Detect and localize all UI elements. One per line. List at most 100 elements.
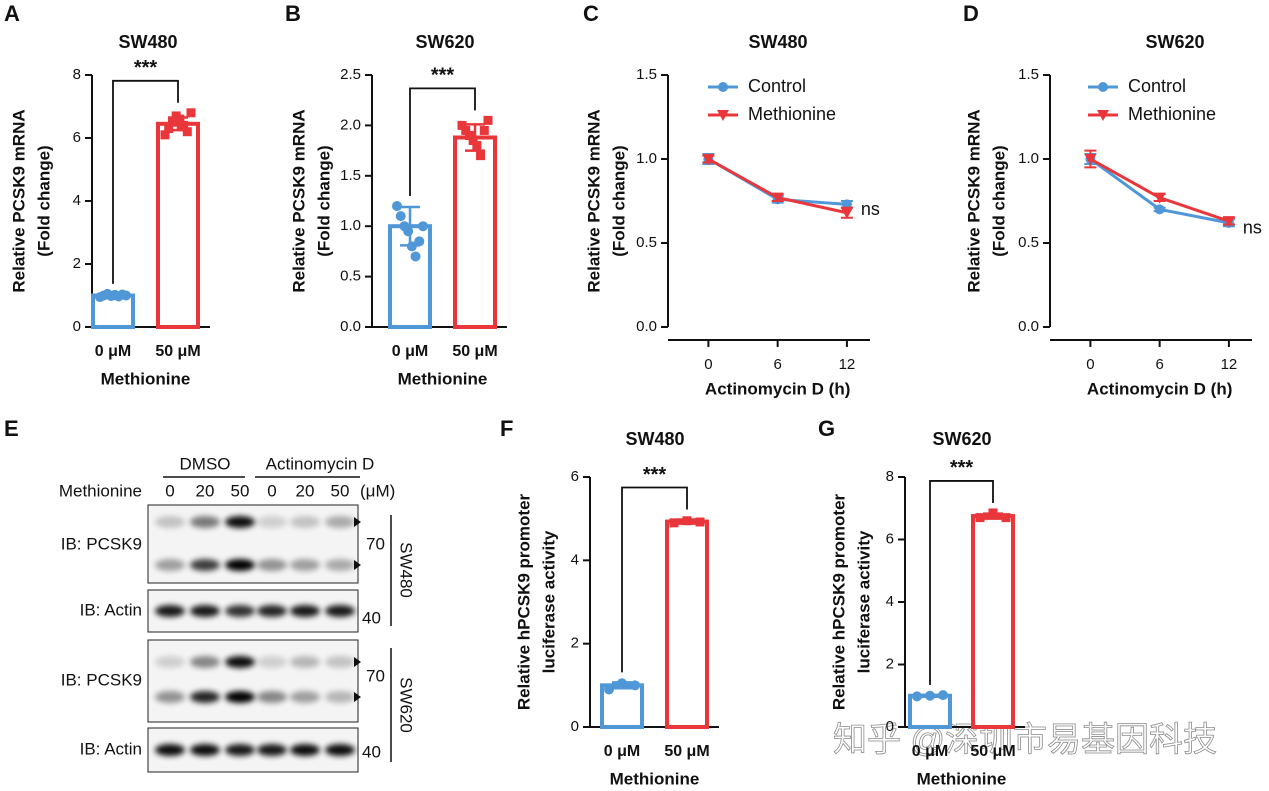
panel-letter: G xyxy=(818,416,835,441)
data-point xyxy=(403,226,414,237)
error-bar xyxy=(465,123,485,152)
band xyxy=(155,516,185,528)
data-point xyxy=(630,680,640,691)
legend-label: Methionine xyxy=(748,104,836,124)
band xyxy=(325,656,355,668)
legend-label: Methionine xyxy=(1128,104,1216,124)
y-tick-label: 0 xyxy=(886,718,894,735)
error-bar xyxy=(677,518,697,525)
treatment-label: DMSO xyxy=(180,454,231,473)
data-point xyxy=(167,117,177,127)
significance-label: *** xyxy=(134,57,158,79)
lane-label: 0 xyxy=(267,481,276,500)
y-axis-title: Relative PCSK9 mRNA xyxy=(584,109,603,292)
band xyxy=(257,516,287,528)
data-point xyxy=(975,513,985,523)
y-axis-title: luciferase activity xyxy=(539,530,558,673)
y-tick-label: 8 xyxy=(73,66,81,83)
cell-line-label: SW620 xyxy=(397,677,416,733)
data-point xyxy=(468,136,478,146)
band xyxy=(225,559,255,571)
y-tick-label: 0 xyxy=(571,718,579,735)
row-label: Methionine xyxy=(59,481,142,500)
row-label: IB: Actin xyxy=(80,600,142,619)
y-tick-label: 2 xyxy=(73,255,81,272)
y-axis-title: (Fold change) xyxy=(609,145,628,256)
data-point xyxy=(182,127,192,137)
y-axis-title: Relative PCSK9 mRNA xyxy=(964,109,983,292)
significance-bracket xyxy=(112,79,179,284)
y-axis-title: (Fold change) xyxy=(34,145,53,256)
treatment-label: Actinomycin D xyxy=(266,454,375,473)
chart-title: SW620 xyxy=(1145,32,1204,52)
x-axis-title: Methionine xyxy=(398,369,488,388)
error-bar xyxy=(168,116,188,132)
data-point xyxy=(695,517,705,527)
x-tick-label: 0 μM xyxy=(95,343,131,360)
y-tick-label: 0.5 xyxy=(1018,234,1039,251)
y-tick-label: 6 xyxy=(73,129,81,146)
band xyxy=(155,605,185,617)
line-point xyxy=(1154,204,1165,215)
panel-letter: C xyxy=(583,1,599,26)
panel-letter: F xyxy=(500,416,513,441)
bar xyxy=(971,514,1015,729)
error-bar xyxy=(920,693,940,698)
data-point xyxy=(476,151,486,161)
data-point xyxy=(392,201,402,212)
data-point xyxy=(938,690,948,701)
bar xyxy=(453,135,497,329)
x-tick-label: 0 μM xyxy=(912,743,948,760)
data-point xyxy=(483,115,493,125)
blot-box xyxy=(147,504,359,584)
significance-bracket xyxy=(621,486,688,673)
band xyxy=(190,691,220,703)
data-point xyxy=(457,120,467,130)
annotation: ns xyxy=(1243,218,1262,238)
row-label: IB: PCSK9 xyxy=(61,670,142,689)
y-axis-title: (Fold change) xyxy=(314,145,333,256)
y-tick-label: 1.0 xyxy=(636,150,657,167)
legend-marker xyxy=(1097,110,1109,121)
band xyxy=(290,656,320,668)
y-tick-label: 4 xyxy=(571,551,579,568)
y-tick-label: 0 xyxy=(73,318,81,335)
band xyxy=(190,605,220,617)
data-point xyxy=(175,114,185,124)
panel-letter: D xyxy=(963,1,979,26)
y-tick-label: 0.5 xyxy=(636,234,657,251)
band xyxy=(290,516,320,528)
chart-title: SW480 xyxy=(118,32,177,52)
error-bar xyxy=(103,292,123,299)
x-tick-label: 0 μM xyxy=(392,343,428,360)
annotation: ns xyxy=(861,199,880,219)
band xyxy=(325,691,355,703)
chart-title: SW620 xyxy=(415,32,474,52)
x-tick-label: 50 μM xyxy=(452,343,497,360)
band xyxy=(225,516,255,528)
y-tick-label: 1.0 xyxy=(340,217,361,234)
data-point xyxy=(410,251,421,262)
line-point xyxy=(1153,192,1166,204)
legend-marker xyxy=(718,82,728,92)
significance-bracket xyxy=(929,480,994,685)
band xyxy=(257,605,287,617)
x-axis-title: Actinomycin D (h) xyxy=(705,379,850,398)
band-arrow xyxy=(354,517,361,702)
band xyxy=(325,559,355,571)
data-point xyxy=(912,691,922,702)
cell-line-label: SW480 xyxy=(397,542,416,598)
error-bar xyxy=(983,512,1003,520)
x-tick-label: 6 xyxy=(1155,356,1163,373)
band xyxy=(290,691,320,703)
band xyxy=(155,656,185,668)
band xyxy=(257,744,287,756)
y-tick-label: 6 xyxy=(886,530,894,547)
band xyxy=(290,744,320,756)
series-line xyxy=(707,157,848,215)
y-tick-label: 0.0 xyxy=(340,318,361,335)
band xyxy=(190,656,220,668)
x-tick-label: 0 xyxy=(1086,356,1094,373)
panel-letter: E xyxy=(4,416,19,441)
y-tick-label: 2 xyxy=(571,635,579,652)
